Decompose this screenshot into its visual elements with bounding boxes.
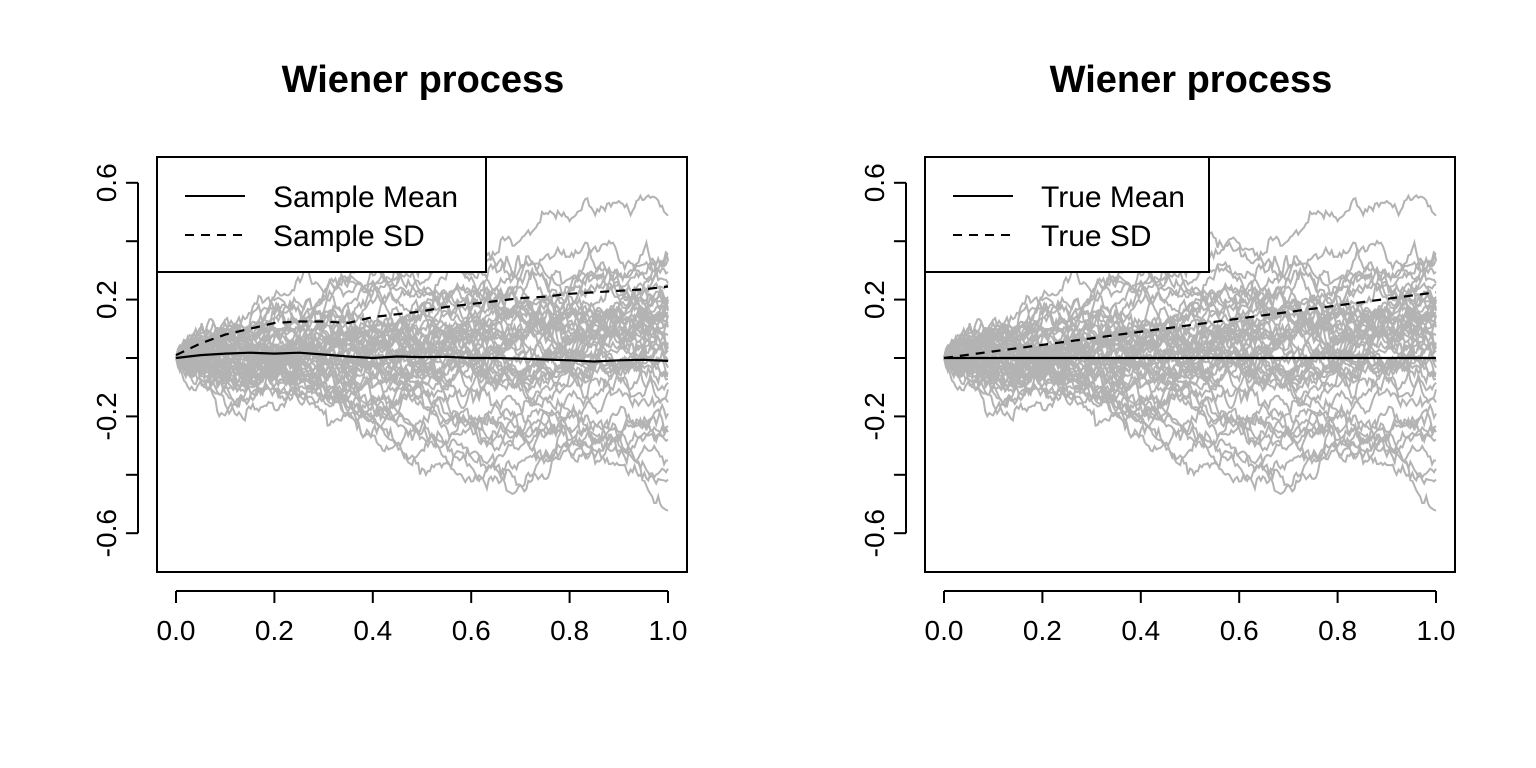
right-chart-x-tick-label-0: 0.0 xyxy=(925,615,964,646)
left-chart-x-tick-label-5: 1.0 xyxy=(649,615,688,646)
right-chart-y-tick-label-2: 0.2 xyxy=(859,280,890,319)
left-chart-x-axis: 0.0 0.2 0.4 0.6 0.8 1.0 xyxy=(157,590,688,646)
right-chart-x-tick-label-2: 0.4 xyxy=(1121,615,1160,646)
left-chart-x-tick-label-1: 0.2 xyxy=(255,615,294,646)
right-chart-sample-path-34 xyxy=(943,351,1437,496)
right-chart-sample-path-50 xyxy=(943,238,1437,365)
left-chart-y-axis: -0.6 -0.2 0.2 0.6 xyxy=(91,163,139,557)
left-chart-sample-path-27 xyxy=(175,323,669,412)
right-chart-sample-path-44 xyxy=(943,341,1437,461)
right-chart-sample-path-49 xyxy=(943,311,1437,402)
right-chart-title: Wiener process xyxy=(1050,59,1333,101)
right-chart-legend-box xyxy=(924,156,1210,273)
right-chart-sample-path-42 xyxy=(943,254,1437,369)
left-chart-sample-paths xyxy=(175,193,669,512)
left-chart-x-tick-label-4: 0.8 xyxy=(550,615,589,646)
right-chart-x-tick-label-1: 0.2 xyxy=(1023,615,1062,646)
left-chart-sample-path-38 xyxy=(175,292,669,383)
left-chart-sample-path-42 xyxy=(175,254,669,369)
left-chart-legend: Sample Mean Sample SD xyxy=(156,156,487,273)
right-chart-sample-path-48 xyxy=(943,332,1437,417)
right-chart-x-tick-label-3: 0.6 xyxy=(1220,615,1259,646)
right-chart-x-tick-label-4: 0.8 xyxy=(1318,615,1357,646)
left-chart-sample-path-44 xyxy=(175,341,669,461)
left-chart-legend-box xyxy=(156,156,487,273)
left-chart-x-tick-label-2: 0.4 xyxy=(353,615,392,646)
right-chart-sample-path-47 xyxy=(943,266,1437,373)
left-chart-panel: Wiener process 0.0 0.2 0.4 0.6 0.8 1.0 -0.6-0… xyxy=(91,59,688,646)
left-chart-sample-path-47 xyxy=(175,266,669,373)
left-chart-legend-sd-label: Sample SD xyxy=(273,220,425,253)
right-chart-x-axis: 0.0 0.2 0.4 0.6 0.8 1.0 xyxy=(925,590,1456,646)
left-chart-sample-path-15 xyxy=(175,340,669,512)
right-chart-y-tick-label-3: 0.6 xyxy=(859,163,890,202)
left-chart-sample-path-48 xyxy=(175,332,669,417)
right-chart-y-tick-label-0: -0.6 xyxy=(859,509,890,557)
right-chart-legend-sd-label: True SD xyxy=(1041,220,1152,253)
right-chart-sample-path-43 xyxy=(943,333,1437,445)
left-chart-y-tick-label-0: -0.6 xyxy=(91,509,122,557)
left-chart-series-mean-line xyxy=(175,351,669,363)
right-chart-y-axis: -0.6 -0.2 0.2 0.6 xyxy=(859,163,907,557)
left-chart-sample-path-49 xyxy=(175,311,669,402)
right-chart-sample-path-15 xyxy=(943,340,1437,512)
left-chart-x-tick-label-3: 0.6 xyxy=(452,615,491,646)
left-chart-y-tick-label-3: 0.6 xyxy=(91,163,122,202)
right-chart-summary-lines xyxy=(943,291,1437,360)
right-chart-y-tick-label-1: -0.2 xyxy=(859,392,890,440)
right-chart-legend: True Mean True SD xyxy=(924,156,1210,273)
left-chart-x-tick-label-0: 0.0 xyxy=(157,615,196,646)
left-chart-title: Wiener process xyxy=(282,59,565,101)
right-chart-legend-mean-label: True Mean xyxy=(1041,181,1185,214)
left-chart-y-tick-label-1: -0.2 xyxy=(91,392,122,440)
left-chart-sample-path-45 xyxy=(175,193,669,377)
right-chart-sample-path-27 xyxy=(943,323,1437,412)
left-chart-y-tick-label-2: 0.2 xyxy=(91,280,122,319)
right-chart-series-sd-line xyxy=(943,291,1437,360)
left-chart-sample-path-34 xyxy=(175,351,669,496)
right-chart-x-tick-label-5: 1.0 xyxy=(1417,615,1456,646)
left-chart-summary-lines xyxy=(175,285,669,363)
left-chart-legend-mean-label: Sample Mean xyxy=(273,181,458,214)
right-chart-panel: Wiener process 0.0 0.2 0.4 0.6 0.8 1.0 -0.6-0… xyxy=(859,59,1456,646)
left-chart-series-sd-line xyxy=(175,285,669,357)
